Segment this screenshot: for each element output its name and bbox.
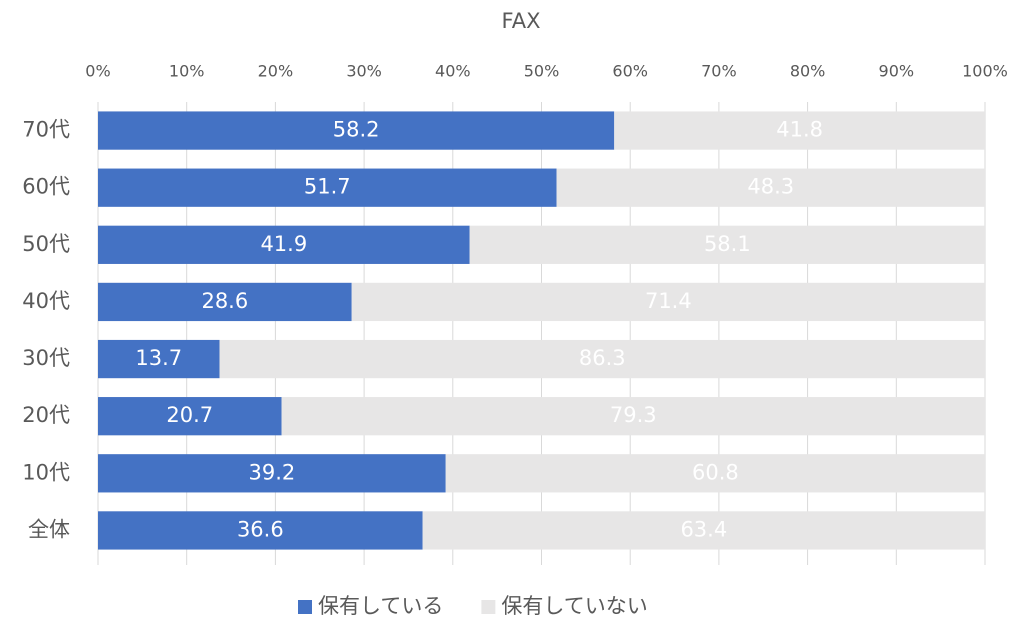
data-label: 48.3 — [747, 175, 794, 199]
bar-segment — [98, 111, 615, 150]
legend-label: 保有している — [318, 594, 443, 618]
y-tick-label: 30代 — [22, 346, 70, 370]
bar-segment — [219, 339, 986, 379]
bar-segment — [98, 511, 423, 550]
x-tick-label: 20% — [258, 62, 294, 81]
x-tick-label: 30% — [346, 62, 382, 81]
y-tick-label: 40代 — [22, 289, 70, 313]
y-tick-label: 10代 — [22, 460, 70, 484]
chart-title: FAX — [502, 9, 541, 33]
y-tick-label: 50代 — [22, 232, 70, 256]
x-tick-label: 50% — [524, 62, 560, 81]
data-label: 41.9 — [260, 232, 307, 256]
y-tick-label: 60代 — [22, 175, 70, 199]
data-label: 58.2 — [333, 118, 380, 142]
bar-segment — [469, 225, 985, 264]
bar-segment — [281, 397, 985, 436]
data-label: 39.2 — [248, 460, 295, 484]
bar-segment — [98, 339, 220, 379]
x-tick-label: 90% — [879, 62, 915, 81]
x-tick-label: 80% — [790, 62, 826, 81]
bar-segment — [98, 168, 557, 207]
data-label: 28.6 — [201, 289, 248, 313]
legend-swatch — [481, 600, 496, 614]
bar-segment — [98, 454, 446, 493]
data-label: 20.7 — [166, 403, 213, 427]
data-label: 71.4 — [645, 289, 692, 313]
y-tick-label: 全体 — [28, 517, 70, 541]
data-label: 79.3 — [610, 403, 657, 427]
x-tick-label: 60% — [612, 62, 648, 81]
legend-label: 保有していない — [501, 594, 647, 618]
legend-swatch — [298, 600, 312, 614]
y-tick-label: 20代 — [22, 403, 70, 427]
y-tick-label: 70代 — [22, 118, 70, 142]
bar-segment — [98, 397, 282, 436]
bar-segment — [422, 511, 986, 550]
x-tick-label: 70% — [701, 62, 737, 81]
x-tick-label: 10% — [169, 62, 205, 81]
bar-segment — [445, 454, 986, 493]
data-label: 58.1 — [704, 232, 751, 256]
bar-segment — [614, 111, 985, 150]
x-tick-label: 40% — [435, 62, 471, 81]
x-tick-label: 0% — [85, 62, 110, 81]
bar-segment — [98, 282, 352, 322]
bar-segment — [351, 282, 985, 322]
bar-segment — [556, 168, 985, 207]
bar-segment — [98, 225, 470, 264]
data-label: 60.8 — [692, 460, 739, 484]
data-label: 13.7 — [135, 346, 182, 370]
data-label: 86.3 — [579, 346, 626, 370]
x-tick-label: 100% — [962, 62, 1008, 81]
data-label: 51.7 — [304, 175, 351, 199]
data-label: 63.4 — [680, 517, 727, 541]
data-label: 36.6 — [237, 517, 284, 541]
data-label: 41.8 — [776, 118, 823, 142]
